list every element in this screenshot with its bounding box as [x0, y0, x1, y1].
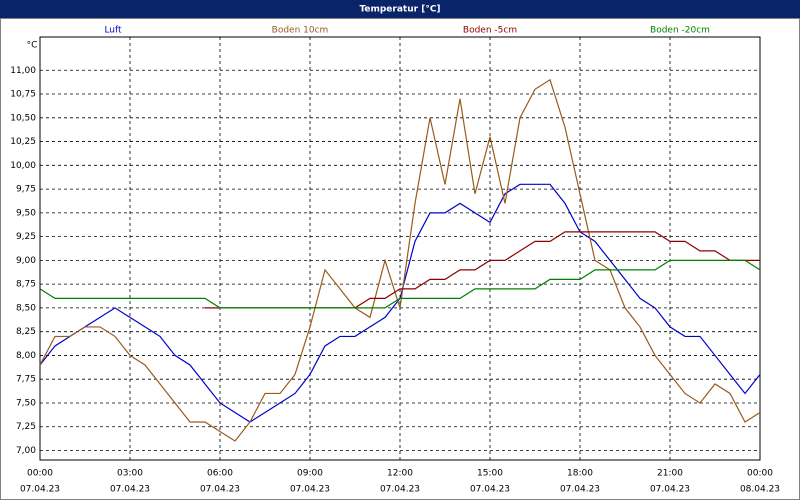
y-tick-label: 8,50	[16, 303, 36, 313]
x-tick-date: 07.04.23	[560, 485, 600, 495]
y-tick-label: 11,00	[10, 66, 36, 76]
x-tick-label: 00:00	[27, 469, 53, 479]
y-tick-label: 9,50	[16, 208, 36, 218]
y-tick-label: 7,00	[16, 446, 36, 456]
x-tick-label: 12:00	[387, 469, 413, 479]
legend-entry: Boden -5cm	[463, 26, 517, 36]
x-tick-date: 08.04.23	[740, 485, 780, 495]
legend-entry: Boden 10cm	[272, 26, 329, 36]
y-tick-label: 10,25	[10, 137, 36, 147]
x-tick-label: 00:00	[747, 469, 773, 479]
x-tick-date: 07.04.23	[20, 485, 60, 495]
y-tick-label: 9,00	[16, 256, 36, 266]
y-tick-label: 8,75	[16, 280, 36, 290]
y-tick-label: 9,75	[16, 185, 36, 195]
y-tick-label: 10,00	[10, 161, 36, 171]
chart-title: Temperatur [°C]	[359, 5, 440, 15]
x-tick-label: 15:00	[477, 469, 503, 479]
x-tick-label: 21:00	[657, 469, 683, 479]
x-tick-date: 07.04.23	[200, 485, 240, 495]
x-tick-label: 18:00	[567, 469, 593, 479]
x-tick-date: 07.04.23	[650, 485, 690, 495]
y-tick-label: 9,25	[16, 232, 36, 242]
legend-entry: Luft	[104, 26, 122, 36]
x-tick-date: 07.04.23	[470, 485, 510, 495]
y-tick-label: 7,50	[16, 398, 36, 408]
x-tick-label: 06:00	[207, 469, 233, 479]
x-tick-date: 07.04.23	[110, 485, 150, 495]
y-tick-label: 8,25	[16, 327, 36, 337]
y-tick-label: 7,75	[16, 375, 36, 385]
legend-entry: Boden -20cm	[650, 26, 710, 36]
y-tick-label: 10,50	[10, 113, 36, 123]
x-tick-date: 07.04.23	[290, 485, 330, 495]
y-tick-label: 7,25	[16, 422, 36, 432]
x-tick-label: 09:00	[297, 469, 323, 479]
x-tick-date: 07.04.23	[380, 485, 420, 495]
series-line	[39, 259, 761, 309]
y-unit: °C	[27, 41, 38, 51]
x-tick-label: 03:00	[117, 469, 143, 479]
title-bar	[0, 0, 800, 18]
y-tick-label: 8,00	[16, 351, 36, 361]
y-tick-label: 10,75	[10, 90, 36, 100]
series-line	[39, 78, 761, 442]
